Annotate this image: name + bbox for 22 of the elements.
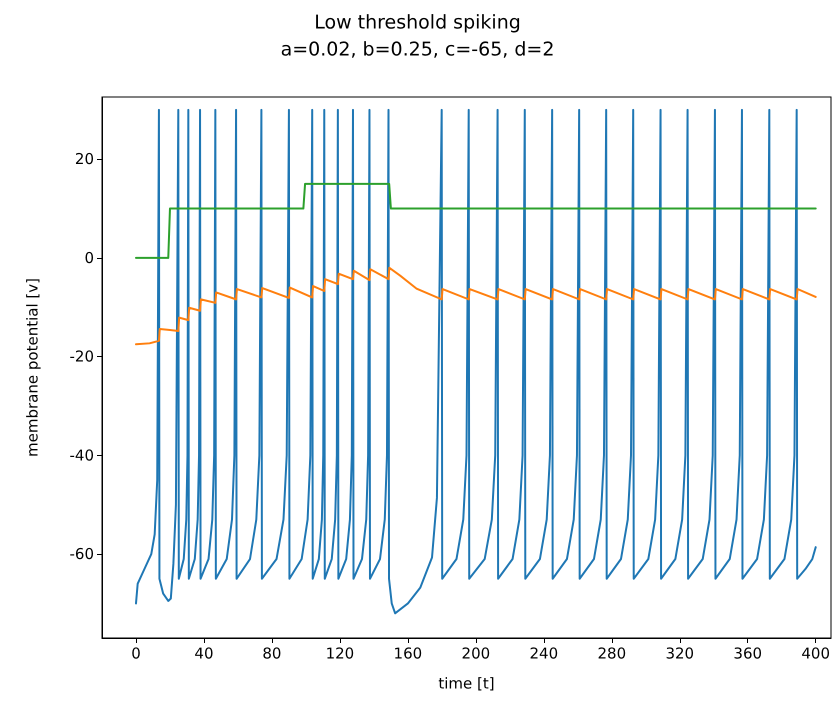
x-tick-label: 0 <box>131 644 141 662</box>
x-tick-label: 240 <box>530 644 558 662</box>
y-tick-label: -60 <box>70 545 94 564</box>
y-tick-label: -40 <box>70 446 94 464</box>
y-axis-title: membrane potential [v] <box>24 278 42 457</box>
x-tick-label: 80 <box>262 644 282 662</box>
x-tick-label: 360 <box>733 644 762 662</box>
chart-title: Low threshold spiking <box>314 12 521 34</box>
x-tick-label: 160 <box>394 644 422 662</box>
line-series <box>134 108 817 614</box>
y-tick-label: -20 <box>70 348 94 366</box>
x-tick-label: 200 <box>462 644 490 662</box>
x-tick-label: 400 <box>801 644 830 662</box>
x-axis-title: time [t] <box>438 674 495 692</box>
x-tick-label: 320 <box>665 644 694 662</box>
x-tick-label: 40 <box>194 644 214 662</box>
y-tick-label: 20 <box>74 150 94 168</box>
line-series <box>134 266 817 346</box>
y-tick-label: 0 <box>84 248 94 267</box>
x-tick-label: 280 <box>597 644 626 662</box>
chart-subtitle: a=0.02, b=0.25, c=-65, d=2 <box>280 38 554 60</box>
x-tick-label: 120 <box>326 644 354 662</box>
